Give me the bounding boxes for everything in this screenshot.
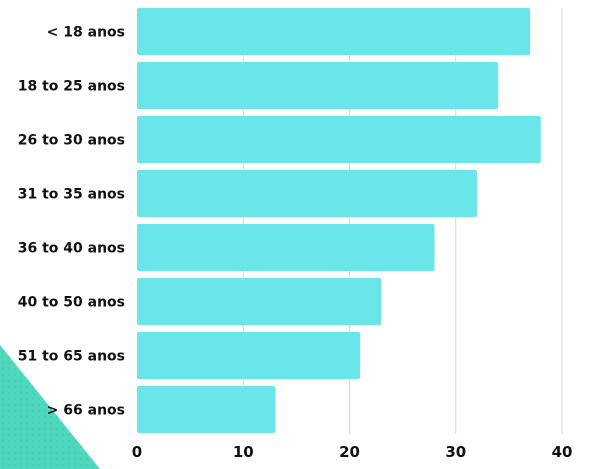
x-tick-label: 0 — [132, 443, 142, 461]
category-label: 31 to 35 anos — [18, 187, 125, 203]
category-label: > 66 anos — [47, 403, 125, 419]
bar — [137, 170, 477, 217]
x-axis-tick-labels: 0 10 20 30 40 — [132, 443, 573, 461]
corner-decoration — [0, 345, 100, 469]
bar — [137, 386, 276, 433]
category-label: 40 to 50 anos — [18, 295, 125, 311]
bar — [137, 224, 435, 271]
bar — [137, 8, 531, 55]
category-label: 18 to 25 anos — [18, 79, 125, 95]
bars — [137, 8, 541, 433]
bar — [137, 332, 361, 379]
category-label: 51 to 65 anos — [18, 349, 125, 365]
category-label: 26 to 30 anos — [18, 133, 125, 149]
x-tick-label: 10 — [233, 443, 254, 461]
category-label: 36 to 40 anos — [18, 241, 125, 257]
bar — [137, 278, 382, 325]
bar — [137, 116, 541, 163]
category-label: < 18 anos — [47, 25, 125, 41]
x-tick-label: 20 — [339, 443, 360, 461]
x-tick-label: 40 — [552, 443, 573, 461]
bar — [137, 62, 499, 109]
category-labels: < 18 anos 18 to 25 anos 26 to 30 anos 31 to… — [18, 25, 125, 419]
x-tick-label: 30 — [445, 443, 466, 461]
